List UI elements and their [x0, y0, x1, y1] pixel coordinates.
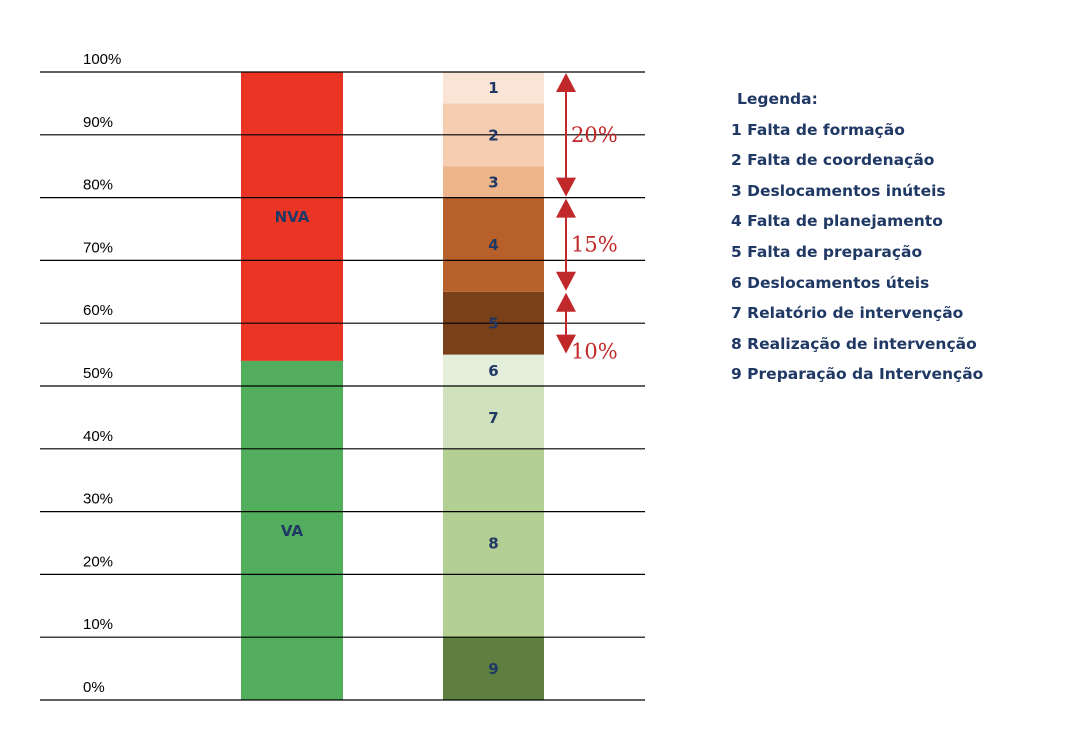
y-tick-label: 40%: [83, 428, 113, 445]
bar-segment-8: [443, 448, 544, 638]
legend-item: 8 Realização de intervenção: [731, 334, 977, 353]
legend-item: 4 Falta de planejamento: [731, 212, 943, 231]
gridlines: [40, 71, 645, 701]
segment-label-3: 3: [488, 173, 498, 191]
segment-label-va: VA: [281, 522, 304, 540]
y-tick-label: 60%: [83, 302, 113, 319]
segment-label-9: 9: [488, 660, 498, 678]
y-tick-label: 50%: [83, 365, 113, 382]
y-tick-label: 20%: [83, 553, 113, 570]
y-tick-label: 10%: [83, 616, 113, 633]
segment-label-nva: NVA: [275, 208, 310, 226]
bar-segment-4: [443, 197, 544, 292]
y-tick-label: 100%: [83, 51, 121, 68]
legend-item: 3 Deslocamentos inúteis: [731, 181, 946, 200]
segment-label-6: 6: [488, 362, 498, 380]
bars-layer: [241, 72, 544, 700]
y-tick-label: 30%: [83, 491, 113, 508]
bar-segment-1: [443, 72, 544, 104]
annotation-arrow-0: 20%: [556, 73, 618, 197]
segment-label-1: 1: [488, 79, 498, 97]
segment-label-2: 2: [488, 126, 498, 144]
segment-label-4: 4: [488, 236, 498, 254]
segment-label-8: 8: [488, 535, 498, 553]
legend-item: 7 Relatório de intervenção: [731, 304, 964, 323]
bar-segment-9: [443, 637, 544, 700]
legend-item: 6 Deslocamentos úteis: [731, 273, 930, 292]
y-tick-label: 80%: [83, 177, 113, 194]
y-tick-label: 0%: [83, 679, 105, 696]
legend-item: 9 Preparação da Intervenção: [731, 365, 984, 384]
annotation-label-0: 20%: [571, 123, 618, 147]
legend-item: 5 Falta de preparação: [731, 242, 923, 261]
legend-title: Legenda:: [737, 90, 818, 108]
annotations: 20% 15% 10%: [556, 73, 618, 364]
legend: Legenda: 1 Falta de formação 2 Falta de c…: [731, 84, 983, 390]
legend-items: 1 Falta de formação 2 Falta de coordenaçã…: [731, 115, 983, 390]
bar-segment-6: [443, 354, 544, 386]
legend-item: 1 Falta de formação: [731, 120, 905, 139]
y-axis-ticks: 0% 10% 20% 30% 40% 50% 60% 70% 80% 90% 100%: [83, 51, 121, 696]
segment-label-7: 7: [488, 409, 498, 427]
bar-segment-va: [241, 360, 343, 700]
legend-item: 2 Falta de coordenação: [731, 151, 935, 170]
y-tick-label: 90%: [83, 114, 113, 131]
segment-label-5: 5: [488, 315, 498, 333]
annotation-label-2: 10%: [571, 340, 618, 364]
annotation-arrow-2: 10%: [556, 292, 618, 364]
segment-labels: VA NVA 9 8 7 6 5 4 3 2 1: [275, 79, 499, 678]
annotation-label-1: 15%: [571, 233, 618, 257]
bar-segment-nva: [241, 72, 343, 361]
bar-segment-3: [443, 166, 544, 198]
y-tick-label: 70%: [83, 239, 113, 256]
annotation-arrow-1: 15%: [556, 198, 618, 291]
bar-segment-7: [443, 386, 544, 449]
